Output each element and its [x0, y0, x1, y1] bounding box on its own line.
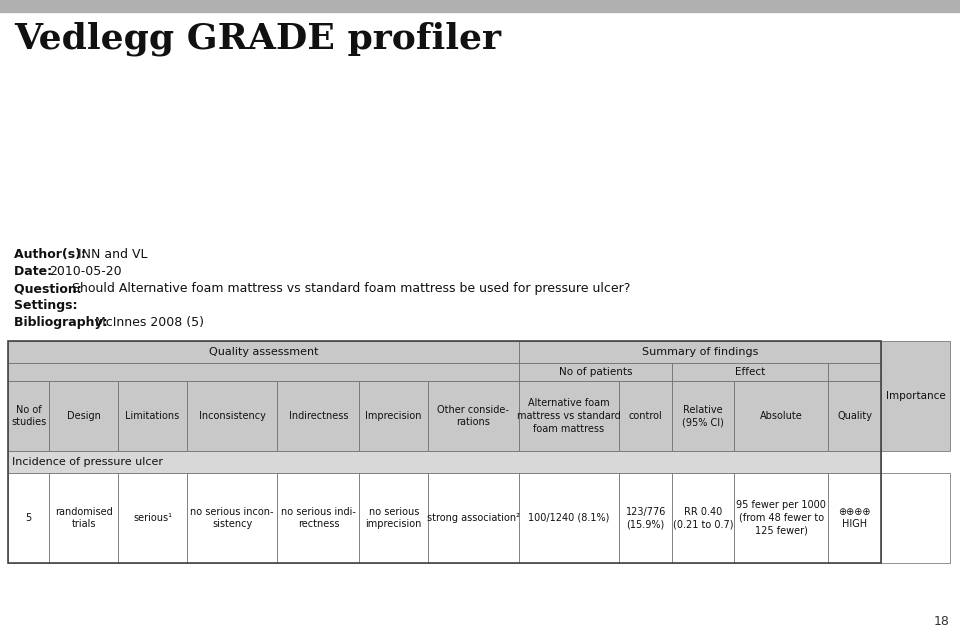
Text: 95 fewer per 1000
(from 48 fewer to
125 fewer): 95 fewer per 1000 (from 48 fewer to 125 … [736, 500, 827, 536]
Text: Inconsistency: Inconsistency [199, 411, 266, 421]
Bar [359, 473, 428, 563]
Bar [672, 381, 734, 451]
Text: No of
studies: No of studies [12, 404, 46, 427]
Bar [187, 473, 277, 563]
Bar [118, 381, 187, 451]
Bar [50, 381, 118, 451]
Bar [428, 381, 518, 451]
Bar [8, 341, 518, 363]
Text: Summary of findings: Summary of findings [641, 347, 758, 357]
Bar [8, 473, 50, 563]
Text: 123/776
(15.9%): 123/776 (15.9%) [626, 507, 666, 530]
Bar [734, 381, 828, 451]
Bar [118, 473, 187, 563]
Bar [672, 363, 828, 381]
Bar [8, 381, 50, 451]
Bar [619, 381, 672, 451]
Text: Settings:: Settings: [14, 299, 82, 312]
Text: Bibliography:: Bibliography: [14, 316, 112, 329]
Text: control: control [629, 411, 662, 421]
Text: randomised
trials: randomised trials [55, 507, 112, 530]
Bar [518, 341, 881, 363]
Bar [187, 381, 277, 451]
Bar [672, 473, 734, 563]
Text: Incidence of pressure ulcer: Incidence of pressure ulcer [12, 457, 163, 467]
Bar [518, 363, 672, 381]
Text: McInnes 2008 (5): McInnes 2008 (5) [95, 316, 204, 329]
Text: RR 0.40
(0.21 to 0.7): RR 0.40 (0.21 to 0.7) [673, 507, 733, 530]
Text: no serious
imprecision: no serious imprecision [366, 507, 422, 530]
Bar [8, 341, 881, 563]
Text: No of patients: No of patients [559, 367, 632, 377]
Bar [428, 473, 518, 563]
Bar [50, 473, 118, 563]
Text: Quality assessment: Quality assessment [208, 347, 318, 357]
Text: 100/1240 (8.1%): 100/1240 (8.1%) [528, 513, 610, 523]
Text: 5: 5 [26, 513, 32, 523]
Bar [734, 473, 828, 563]
Text: Relative
(95% CI): Relative (95% CI) [683, 404, 724, 427]
Text: 2010-05-20: 2010-05-20 [49, 265, 121, 278]
Text: Question:: Question: [14, 282, 86, 295]
Bar [881, 473, 950, 563]
Text: Limitations: Limitations [126, 411, 180, 421]
Text: Quality: Quality [837, 411, 873, 421]
Text: Imprecision: Imprecision [366, 411, 422, 421]
Bar [8, 363, 518, 381]
Text: ⊕⊕⊕⊕
HIGH: ⊕⊕⊕⊕ HIGH [839, 507, 871, 530]
Text: Design: Design [67, 411, 101, 421]
Text: strong association²: strong association² [427, 513, 520, 523]
Bar [8, 451, 881, 473]
Text: Vedlegg GRADE profiler: Vedlegg GRADE profiler [14, 22, 501, 57]
Text: Other conside-
rations: Other conside- rations [438, 404, 510, 427]
Text: Effect: Effect [735, 367, 765, 377]
Text: Alternative foam
mattress vs standard
foam mattress: Alternative foam mattress vs standard fo… [517, 398, 621, 434]
Text: Should Alternative foam mattress vs standard foam mattress be used for pressure : Should Alternative foam mattress vs stan… [72, 282, 631, 295]
Bar [619, 473, 672, 563]
Bar [277, 381, 359, 451]
Text: 18: 18 [934, 615, 950, 628]
Bar [359, 381, 428, 451]
Bar [277, 473, 359, 563]
Text: Author(s):: Author(s): [14, 248, 90, 261]
Bar [0, 0, 960, 12]
Bar [518, 381, 619, 451]
Text: no serious incon-
sistency: no serious incon- sistency [190, 507, 274, 530]
Bar [828, 381, 881, 451]
Text: Indirectness: Indirectness [289, 411, 348, 421]
Text: INN and VL: INN and VL [78, 248, 147, 261]
Text: Absolute: Absolute [760, 411, 803, 421]
Bar [881, 341, 950, 451]
Bar [828, 473, 881, 563]
Bar [828, 363, 881, 381]
Text: Importance: Importance [886, 391, 946, 401]
Text: no serious indi-
rectness: no serious indi- rectness [281, 507, 356, 530]
Text: Date:: Date: [14, 265, 57, 278]
Text: serious¹: serious¹ [133, 513, 172, 523]
Bar [518, 473, 619, 563]
